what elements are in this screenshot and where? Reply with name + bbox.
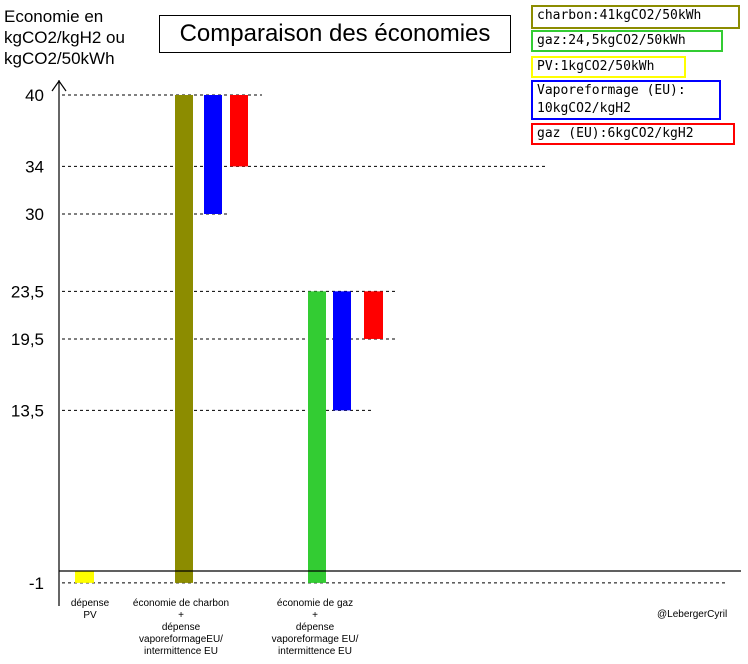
bar-vaporeformage-eu-1: [204, 95, 222, 214]
legend-charbon-text: charbon:41kgCO2/50kWh: [537, 8, 702, 23]
legend-pv: PV:1kgCO2/50kWh: [531, 56, 686, 78]
y-tick-label-6: -1: [29, 574, 44, 593]
bar-charbon-1: [175, 95, 193, 583]
y-tick-label-2: 30: [25, 205, 44, 224]
y-tick-label-1: 34: [25, 157, 44, 176]
x-category-label-line: économie de gaz: [277, 598, 353, 609]
bar-vaporeformage-eu-2: [333, 291, 351, 411]
y-axis-arrow: [51, 79, 67, 92]
y-tick-label-3: 23,5: [11, 282, 44, 301]
bar-gaz-eu-2: [364, 291, 383, 339]
y-axis-label: Economie en kgCO2/kgH2 ou kgCO2/50kWh: [4, 7, 125, 68]
chart-title: Comparaison des économies: [159, 15, 511, 53]
x-category-label-line: vaporeformageEU/: [139, 634, 223, 645]
credit-text: @LebergerCyril: [657, 609, 728, 620]
legend-gaz: gaz:24,5kgCO2/50kWh: [531, 30, 723, 52]
x-category-label-line: intermittence EU: [144, 646, 218, 657]
y-tick-label-5: 13,5: [11, 401, 44, 420]
x-category-label-line: dépense: [162, 622, 201, 633]
x-category-label-1: économie de charbon + dépense vaporeformage…: [133, 598, 229, 657]
bar-gaz-2: [308, 291, 326, 583]
legend-vaporeformage: Vaporeformage (EU): 10kgCO2/kgH2: [531, 80, 721, 120]
legend-charbon: charbon:41kgCO2/50kWh: [531, 5, 740, 29]
x-category-label-line: +: [178, 610, 184, 621]
bar-gaz-eu-1: [230, 95, 248, 167]
x-category-label-2: économie de gaz + dépense vaporeformage EU/…: [272, 598, 359, 657]
bar-pv-0: [75, 571, 94, 583]
y-tick-label-0: 40: [25, 86, 44, 105]
x-category-label-line: dépense: [71, 598, 110, 609]
legend-pv-text: PV:1kgCO2/50kWh: [537, 59, 655, 74]
x-category-label-line: dépense: [296, 622, 335, 633]
x-category-label-0: dépense PV: [71, 598, 110, 621]
x-category-label-line: vaporeformage EU/: [272, 634, 359, 645]
legend-gaz-eu-text: gaz (EU):6kgCO2/kgH2: [537, 126, 694, 141]
x-category-label-line: intermittence EU: [278, 646, 352, 657]
x-category-label-line: +: [312, 610, 318, 621]
y-tick-label-4: 19,5: [11, 330, 44, 349]
x-category-label-line: PV: [83, 610, 97, 621]
legend-gaz-text: gaz:24,5kgCO2/50kWh: [537, 33, 686, 48]
legend-vaporeformage-text: Vaporeformage (EU): 10kgCO2/kgH2: [537, 83, 686, 116]
x-category-label-line: économie de charbon: [133, 598, 229, 609]
legend-gaz-eu: gaz (EU):6kgCO2/kgH2: [531, 123, 735, 145]
